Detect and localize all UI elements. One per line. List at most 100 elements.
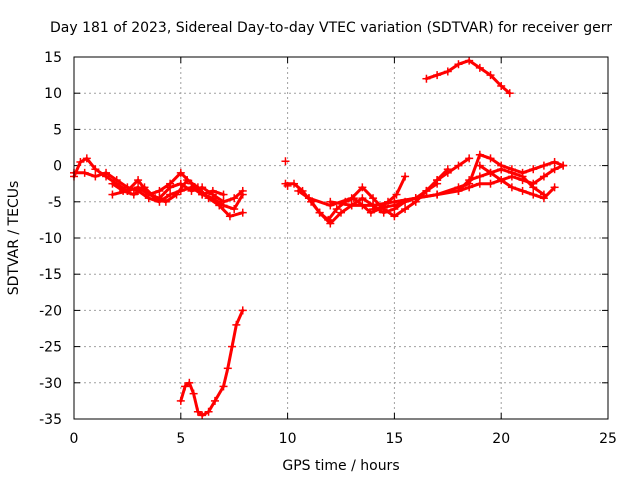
data-point xyxy=(134,176,143,185)
data-point xyxy=(82,154,91,163)
x-tick-label: 25 xyxy=(599,431,617,447)
data-point xyxy=(228,342,237,351)
data-point xyxy=(518,168,527,177)
data-point xyxy=(401,172,410,181)
data-point xyxy=(475,172,484,181)
data-point xyxy=(204,194,213,203)
y-tick-label: -10 xyxy=(39,231,62,247)
data-point xyxy=(497,161,506,170)
data-point xyxy=(443,67,452,76)
data-point xyxy=(486,71,495,80)
data-point xyxy=(475,161,484,170)
x-tick-label: 20 xyxy=(492,431,510,447)
y-tick-label: -25 xyxy=(39,340,62,356)
data-point xyxy=(76,157,85,166)
data-point xyxy=(208,186,217,195)
data-point xyxy=(337,208,345,217)
data-point xyxy=(91,172,100,181)
data-point xyxy=(283,181,292,190)
data-point xyxy=(238,208,247,217)
data-point xyxy=(80,168,89,177)
plot-frame xyxy=(73,56,609,420)
data-point xyxy=(326,197,335,206)
data-point xyxy=(155,186,164,195)
x-tick-label: 10 xyxy=(279,431,297,447)
data-point xyxy=(161,197,170,206)
series-arc-8 xyxy=(304,165,452,221)
data-point xyxy=(392,190,401,199)
data-point xyxy=(230,194,239,203)
data-point xyxy=(223,364,232,373)
data-point xyxy=(539,172,548,181)
data-point xyxy=(443,168,452,177)
data-point xyxy=(204,407,213,416)
y-tick-label: -35 xyxy=(39,412,62,428)
data-point xyxy=(507,165,516,174)
data-point xyxy=(102,168,111,177)
data-point xyxy=(304,194,313,203)
data-point xyxy=(189,389,198,398)
data-point xyxy=(529,190,538,199)
data-point xyxy=(238,190,247,199)
data-point xyxy=(505,89,514,98)
data-point xyxy=(539,161,548,170)
y-tick-label: 15 xyxy=(44,50,62,66)
data-point xyxy=(465,56,474,65)
data-point xyxy=(475,150,484,159)
data-point xyxy=(358,194,367,203)
gridlines xyxy=(74,57,608,419)
data-point xyxy=(486,154,495,163)
axes: 0 5 10 15 20 25 15 10 5 0 -5 -10 -15 -20 -25 -30 -35 xyxy=(39,50,617,447)
data-point xyxy=(210,396,219,405)
data-point xyxy=(281,157,290,166)
data-point xyxy=(550,165,559,174)
series-arc-4 xyxy=(108,168,228,199)
data-point xyxy=(225,212,234,221)
data-point xyxy=(529,165,538,174)
series-arc-7 xyxy=(294,179,442,228)
data-point xyxy=(238,306,247,315)
data-point xyxy=(187,179,196,188)
series-line xyxy=(328,156,471,207)
y-tick-label: 5 xyxy=(53,122,62,138)
data-point xyxy=(215,201,224,210)
data-point xyxy=(219,190,228,199)
data-point xyxy=(219,382,228,391)
y-tick-label: 10 xyxy=(44,86,62,102)
data-point xyxy=(486,168,495,177)
y-tick-label: -20 xyxy=(39,303,62,319)
data-point xyxy=(369,205,378,214)
x-tick-label: 0 xyxy=(70,431,79,447)
data-point xyxy=(550,183,559,192)
series-arc-14 xyxy=(422,56,514,98)
data-point xyxy=(193,407,202,416)
data-point xyxy=(550,157,559,166)
data-series xyxy=(70,56,568,420)
data-point xyxy=(507,183,516,192)
data-point xyxy=(369,194,378,203)
data-point xyxy=(454,186,463,195)
data-point xyxy=(529,179,538,188)
y-tick-label: -30 xyxy=(39,376,62,392)
data-point xyxy=(108,190,117,199)
series-arc-5 xyxy=(176,306,247,420)
data-point xyxy=(518,186,527,195)
data-point xyxy=(454,161,463,170)
data-point xyxy=(390,212,399,221)
data-point xyxy=(475,63,484,72)
data-point xyxy=(123,186,132,195)
data-point xyxy=(465,183,474,192)
data-point xyxy=(112,176,121,185)
series-line xyxy=(72,156,245,204)
x-axis-label: GPS time / hours xyxy=(282,458,399,474)
data-point xyxy=(332,205,341,214)
y-tick-label: 0 xyxy=(53,159,62,175)
data-point xyxy=(185,378,194,387)
series-arc-13 xyxy=(475,161,559,203)
x-tick-label: 5 xyxy=(176,431,185,447)
data-point xyxy=(315,208,324,217)
data-point xyxy=(198,411,207,420)
data-point xyxy=(176,396,185,405)
data-point xyxy=(433,190,442,199)
chart-title: Day 181 of 2023, Sidereal Day-to-day VTE… xyxy=(50,20,612,36)
